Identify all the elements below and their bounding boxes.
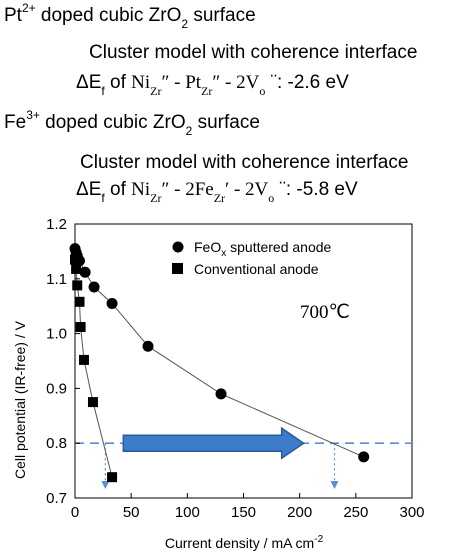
x-tick-label: 150 <box>231 504 256 521</box>
y-tick-label: 0.9 <box>46 380 67 397</box>
data-point-circle <box>106 297 118 309</box>
data-point-square <box>70 254 80 265</box>
legend-square-marker <box>172 263 183 274</box>
data-point-square <box>74 296 85 307</box>
x-tick-label: 50 <box>123 504 140 521</box>
series-group <box>69 243 370 483</box>
series-line-0 <box>74 248 364 458</box>
x-axis-title: Current density / mA cm-2 <box>165 534 324 551</box>
ticks-group: 0 50 100 150 200 250 300 0.7 0.8 0.9 1.0 1.1 1.2 <box>46 216 424 521</box>
data-point-circle <box>88 281 100 293</box>
fe-heading: Fe3+ doped cubic ZrO2 surface <box>4 107 260 138</box>
pt-model-text: Cluster model with coherence interface <box>89 42 418 63</box>
legend-circle-marker <box>172 241 184 253</box>
y-tick-label: 1.1 <box>46 271 67 288</box>
x-tick-label: 300 <box>399 504 424 521</box>
x-tick-label: 250 <box>343 504 368 521</box>
drop-arrowhead <box>101 481 110 489</box>
data-point-circle <box>358 451 370 463</box>
y-axis-title: Cell potential (IR-free) / V <box>12 320 28 479</box>
data-point-square <box>72 280 83 291</box>
x-tick-label: 200 <box>287 504 312 521</box>
x-tick-label: 100 <box>175 504 200 521</box>
temperature-annotation: 700℃ <box>300 302 350 323</box>
data-point-square <box>71 263 82 274</box>
pt-energy-formula: ΔEf of NiZr″ - PtZr″ - 2Vo ¨: -2.6 eV <box>76 72 349 98</box>
y-tick-label: 0.7 <box>46 490 67 507</box>
fe-model-text: Cluster model with coherence interface <box>80 152 409 173</box>
data-point-square <box>75 322 86 333</box>
x-tick-label: 0 <box>71 504 79 521</box>
fe-energy-formula: ΔEf of NiZr″ - 2FeZr′ - 2Vo ¨: -5.8 eV <box>76 179 358 205</box>
y-tick-label: 0.8 <box>46 435 67 452</box>
data-point-circle <box>79 266 91 278</box>
legend-label-feox: FeOx sputtered anode <box>194 239 332 259</box>
improvement-arrow <box>122 426 305 460</box>
legend-label-conventional: Conventional anode <box>194 261 319 277</box>
y-tick-label: 1.2 <box>46 216 67 233</box>
data-point-square <box>107 472 118 483</box>
data-point-circle <box>215 388 227 400</box>
data-point-circle <box>142 340 154 352</box>
y-tick-label: 1.0 <box>46 326 67 343</box>
pt-heading: Pt2+ doped cubic ZrO2 surface <box>4 0 256 31</box>
data-point-square <box>78 354 89 365</box>
drop-arrowhead <box>330 481 339 489</box>
data-point-square <box>87 397 98 408</box>
reference-line-group <box>75 426 412 489</box>
legend: FeOx sputtered anode Conventional anode <box>172 239 332 277</box>
